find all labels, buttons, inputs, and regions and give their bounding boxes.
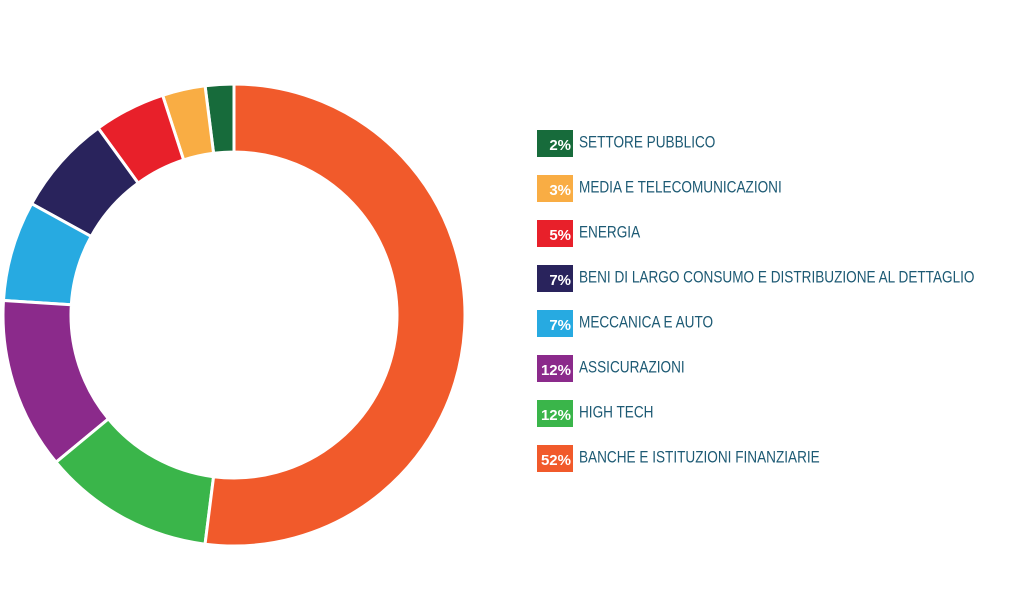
legend-value: 52% <box>541 452 571 469</box>
legend-swatch <box>537 175 573 202</box>
legend-value: 5% <box>549 227 571 244</box>
legend-label: ASSICURAZIONI <box>579 358 685 377</box>
legend-swatch <box>537 400 573 427</box>
legend-label: MEDIA E TELECOMUNICAZIONI <box>579 178 782 197</box>
legend-label: MECCANICA E AUTO <box>579 313 713 332</box>
legend-value: 2% <box>549 137 571 154</box>
legend-value: 3% <box>549 182 571 199</box>
legend-value: 12% <box>541 407 571 424</box>
legend-label: SETTORE PUBBLICO <box>579 133 715 152</box>
legend-label: HIGH TECH <box>579 403 653 422</box>
legend-swatch <box>537 265 573 292</box>
legend-value: 12% <box>541 362 571 379</box>
legend-label: BENI DI LARGO CONSUMO E DISTRIBUZIONE AL… <box>579 268 975 287</box>
legend-swatch <box>537 130 573 157</box>
donut-segment <box>203 82 467 548</box>
legend-swatch <box>537 310 573 337</box>
legend-label: ENERGIA <box>579 223 641 242</box>
legend-swatch <box>537 220 573 247</box>
legend-value: 7% <box>549 317 571 334</box>
legend-label: BANCHE E ISTITUZIONI FINANZIARIE <box>579 448 820 467</box>
legend-swatch <box>537 355 573 382</box>
legend-swatch <box>537 445 573 472</box>
legend-value: 7% <box>549 272 571 289</box>
